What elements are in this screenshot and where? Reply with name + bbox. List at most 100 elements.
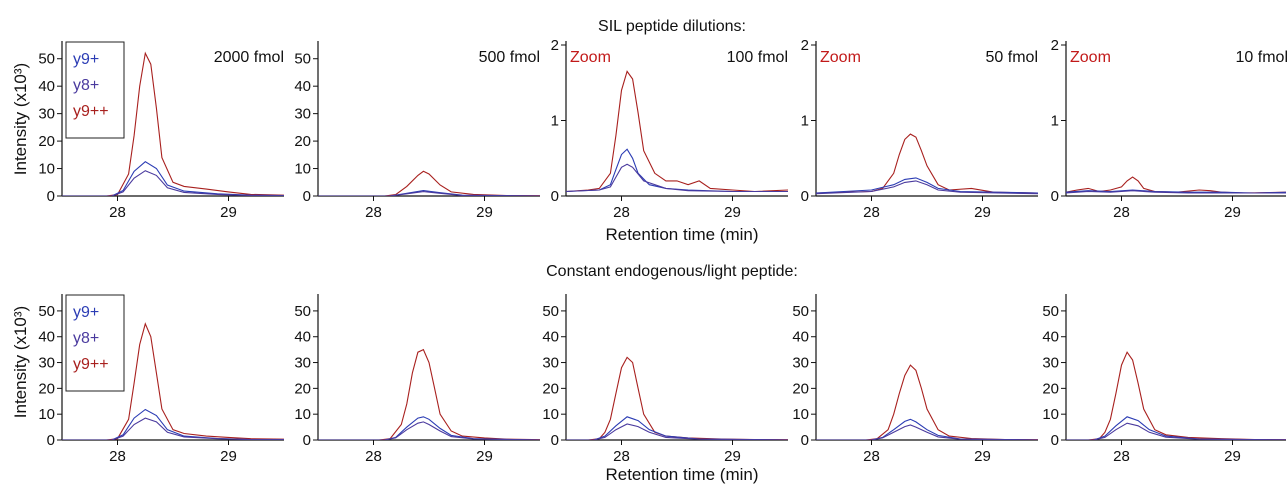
y-tick-label: 0: [551, 432, 559, 449]
y-axis-label-bottom: Intensity (x10³): [11, 306, 30, 418]
y-tick-label: 0: [1051, 432, 1059, 449]
y-tick-label: 20: [294, 380, 311, 397]
y-tick-label: 40: [38, 329, 55, 346]
y-tick-label: 10: [294, 161, 311, 178]
series-line-y8p: [318, 421, 540, 440]
y-axis-label-top: Intensity (x10³): [11, 63, 30, 175]
series-line-y8p: [816, 424, 1038, 440]
series-line-y9pp: [1066, 351, 1286, 440]
series-line-y9pp: [816, 364, 1038, 440]
chart-panel: 0 1 2 28 29 10 fmol Zoom: [1051, 37, 1288, 221]
y-tick-label: 0: [1051, 188, 1059, 205]
legend: y9+ y8+ y9++: [65, 41, 125, 139]
chart-panel: 0 10 20 30 40 50 28 29: [1042, 294, 1286, 465]
y-tick-label: 40: [38, 78, 55, 95]
x-tick-label: 29: [1224, 448, 1241, 465]
y-tick-label: 40: [294, 78, 311, 95]
x-tick-label: 29: [724, 448, 741, 465]
y-tick-label: 30: [294, 355, 311, 372]
y-tick-label: 40: [1042, 329, 1059, 346]
series-line-y9p: [1066, 416, 1286, 440]
series-line-y9pp: [318, 170, 540, 196]
y-tick-label: 10: [38, 161, 55, 178]
y-tick-label: 20: [38, 380, 55, 397]
x-tick-label: 29: [476, 204, 493, 221]
panel-label: 10 fmol: [1236, 49, 1288, 66]
x-axis-label-top: Retention time (min): [605, 225, 758, 244]
chart-panel: 0 10 20 30 40 50 28 29: [542, 294, 788, 465]
series-line-y9p: [318, 416, 540, 440]
y-tick-label: 1: [801, 113, 809, 130]
y-tick-label: 40: [542, 329, 559, 346]
y-tick-label: 50: [294, 51, 311, 68]
series-line-y9pp: [62, 51, 284, 196]
y-tick-label: 10: [1042, 406, 1059, 423]
x-tick-label: 28: [109, 448, 126, 465]
chart-panel: 0 10 20 30 40 50 28 29 2000 fmol y9+ y8+ y9++: [38, 41, 284, 221]
y-tick-label: 10: [542, 406, 559, 423]
y-tick-label: 30: [792, 355, 809, 372]
x-tick-label: 28: [1113, 204, 1130, 221]
legend: y9+ y8+ y9++: [65, 294, 125, 392]
legend-entry: y9+: [73, 304, 99, 321]
x-tick-label: 29: [974, 448, 991, 465]
y-tick-label: 0: [47, 432, 55, 449]
x-tick-label: 28: [109, 204, 126, 221]
x-tick-label: 29: [476, 448, 493, 465]
y-tick-label: 30: [38, 106, 55, 123]
y-tick-label: 30: [294, 106, 311, 123]
zoom-label: Zoom: [570, 49, 611, 66]
legend-box: [65, 41, 125, 139]
series-line-y9p: [566, 148, 788, 193]
legend-entry: y9++: [73, 356, 109, 373]
y-tick-label: 40: [792, 329, 809, 346]
y-tick-label: 0: [303, 432, 311, 449]
legend-entry: y9+: [73, 51, 99, 68]
panel-label: 500 fmol: [479, 49, 540, 66]
y-tick-label: 1: [1051, 113, 1059, 130]
x-tick-label: 28: [1113, 448, 1130, 465]
x-tick-label: 28: [863, 204, 880, 221]
y-tick-label: 0: [551, 188, 559, 205]
y-tick-label: 0: [801, 188, 809, 205]
chart-panel: 0 10 20 30 40 50 28 29 500 fmol: [294, 41, 540, 221]
panel-label: 2000 fmol: [214, 49, 284, 66]
y-tick-label: 0: [801, 432, 809, 449]
y-tick-label: 0: [303, 188, 311, 205]
panel-label: 100 fmol: [727, 49, 788, 66]
x-tick-label: 28: [863, 448, 880, 465]
series-line-y8p: [318, 191, 540, 196]
legend-entry: y9++: [73, 103, 109, 120]
y-tick-label: 20: [294, 133, 311, 150]
y-tick-label: 30: [38, 355, 55, 372]
x-tick-label: 28: [365, 204, 382, 221]
x-tick-label: 29: [1224, 204, 1241, 221]
x-axis-label-bottom: Retention time (min): [605, 465, 758, 484]
y-tick-label: 50: [542, 303, 559, 320]
series-line-y9p: [816, 418, 1038, 440]
chart-panel: 0 10 20 30 40 50 28 29 y9+ y8+ y9++: [38, 294, 284, 465]
y-tick-label: 20: [38, 133, 55, 150]
y-tick-label: 10: [792, 406, 809, 423]
zoom-label: Zoom: [820, 49, 861, 66]
panel-label: 50 fmol: [986, 49, 1038, 66]
legend-entry: y8+: [73, 77, 99, 94]
chart-panel: 0 10 20 30 40 50 28 29: [792, 294, 1038, 465]
series-line-y8p: [1066, 190, 1286, 194]
series-line-y8p: [62, 417, 284, 440]
y-tick-label: 0: [47, 188, 55, 205]
y-tick-label: 50: [1042, 303, 1059, 320]
x-tick-label: 29: [724, 204, 741, 221]
series-line-y9pp: [566, 356, 788, 440]
legend-box: [65, 294, 125, 392]
y-tick-label: 50: [294, 303, 311, 320]
series-line-y8p: [1066, 422, 1286, 440]
series-line-y9p: [816, 177, 1038, 194]
legend-entry: y8+: [73, 330, 99, 347]
x-tick-label: 29: [220, 448, 237, 465]
series-line-y9p: [62, 161, 284, 196]
series-line-y9pp: [566, 70, 788, 193]
y-tick-label: 50: [38, 303, 55, 320]
